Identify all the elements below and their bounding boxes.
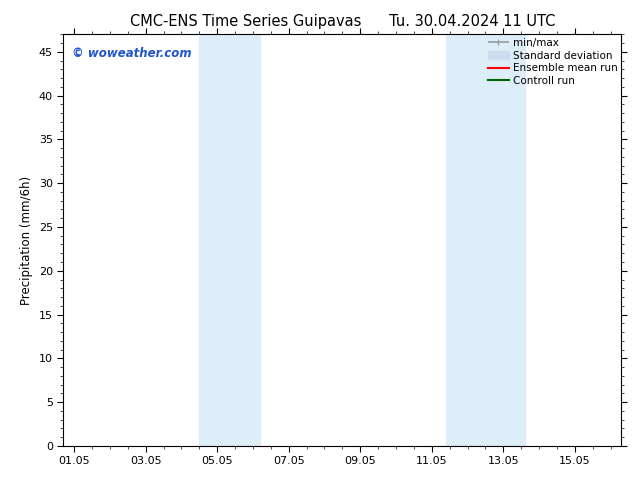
Title: CMC-ENS Time Series Guipavas      Tu. 30.04.2024 11 UTC: CMC-ENS Time Series Guipavas Tu. 30.04.2… bbox=[130, 14, 555, 29]
Text: © woweather.com: © woweather.com bbox=[72, 47, 191, 60]
Bar bbox=[199, 34, 260, 446]
Y-axis label: Precipitation (mm/6h): Precipitation (mm/6h) bbox=[20, 175, 34, 305]
Legend: min/max, Standard deviation, Ensemble mean run, Controll run: min/max, Standard deviation, Ensemble me… bbox=[486, 36, 620, 88]
Bar bbox=[446, 34, 525, 446]
